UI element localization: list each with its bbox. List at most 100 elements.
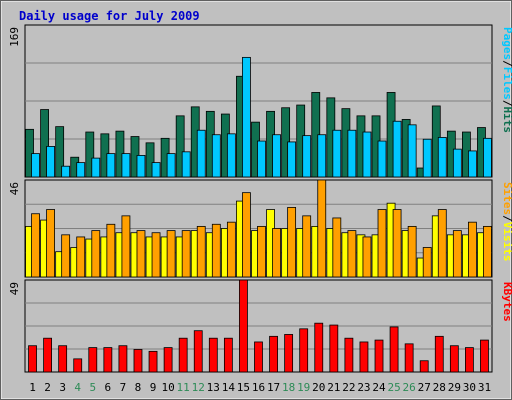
bar-sites-day-8 (136, 230, 146, 278)
bar-kbytes-day-9 (148, 350, 158, 373)
bar-hits-day-5 (85, 131, 95, 178)
bar-sites-day-29 (452, 230, 462, 278)
legend-hits_files: Pages/Files/Hits (501, 27, 512, 133)
bar-kbytes-day-20 (314, 322, 324, 373)
bar-kbytes-day-16 (254, 341, 263, 373)
day-label-10: 10 (161, 381, 174, 394)
day-label-11: 11 (177, 381, 190, 394)
bar-kbytes-day-4 (73, 358, 83, 373)
legend-entry: / (501, 100, 512, 107)
bar-hits-day-11 (175, 115, 185, 178)
day-label-21: 21 (327, 381, 340, 394)
bar-kbytes-day-11 (178, 337, 188, 373)
bar-files-day-21 (332, 129, 342, 178)
day-label-9: 9 (150, 381, 157, 394)
bar-kbytes-day-12 (193, 330, 203, 373)
day-label-24: 24 (372, 381, 386, 394)
bar-sites-day-12 (196, 225, 206, 278)
bar-files-day-3 (61, 165, 71, 178)
day-label-30: 30 (463, 381, 476, 394)
bar-kbytes-day-13 (208, 337, 218, 373)
day-label-31: 31 (478, 381, 491, 394)
bar-sites-day-15 (242, 192, 251, 278)
bar-files-day-4 (76, 162, 86, 178)
bar-kbytes-day-25 (389, 326, 399, 373)
bar-kbytes-day-3 (58, 345, 68, 373)
bar-sites-day-23 (362, 236, 372, 278)
chart-title: Daily usage for July 2009 (19, 9, 200, 23)
bar-files-day-5 (91, 157, 101, 178)
day-label-20: 20 (312, 381, 325, 394)
day-label-23: 23 (357, 381, 370, 394)
bar-files-day-24 (377, 140, 387, 178)
bar-hits-day-2 (40, 109, 49, 178)
y-max-label: 169 (8, 27, 21, 47)
day-label-15: 15 (237, 381, 250, 394)
day-label-28: 28 (433, 381, 446, 394)
day-axis-labels: 1 2 3 4 5 6 7 8 9 10 11 12 13 14 15 16 17 18 19 20 21 22 23 24 2… (29, 381, 491, 394)
day-label-4: 4 (74, 381, 81, 394)
bar-sites-day-22 (347, 230, 357, 278)
bar-files-day-25 (392, 120, 402, 178)
bar-sites-day-26 (407, 225, 417, 278)
legend-entry: / (501, 60, 512, 67)
panel-sites_visits: 46 Sites/Visits (8, 179, 512, 278)
bar-sites-day-4 (76, 236, 86, 278)
day-label-2: 2 (44, 381, 51, 394)
day-label-12: 12 (192, 381, 205, 394)
legend-entry: KBytes (501, 282, 512, 322)
day-label-22: 22 (342, 381, 355, 394)
bar-kbytes-day-7 (118, 345, 128, 373)
bar-sites-day-3 (61, 234, 71, 278)
bar-files-day-7 (121, 153, 131, 178)
bar-kbytes-day-14 (223, 337, 233, 373)
bar-kbytes-day-5 (88, 347, 98, 373)
bar-files-day-6 (106, 153, 116, 178)
bar-kbytes-day-30 (465, 347, 474, 373)
bar-files-day-12 (196, 129, 206, 178)
bar-sites-day-11 (181, 230, 191, 278)
bar-sites-day-21 (332, 217, 342, 278)
bar-kbytes-day-24 (374, 339, 384, 373)
bar-files-day-20 (317, 134, 327, 178)
bar-sites-day-7 (121, 215, 131, 278)
bar-files-day-9 (151, 162, 161, 178)
bar-sites-day-17 (272, 228, 281, 278)
bar-sites-day-19 (302, 215, 312, 278)
day-label-26: 26 (403, 381, 416, 394)
day-label-27: 27 (418, 381, 431, 394)
legend-text: Pages/Files/Hits (501, 27, 512, 133)
bar-sites-day-1 (31, 213, 40, 278)
bar-files-day-14 (226, 133, 236, 178)
bar-kbytes-day-8 (133, 349, 143, 373)
bar-sites-day-25 (392, 209, 402, 278)
bar-kbytes-day-10 (163, 347, 173, 373)
legend-text: KBytes (501, 282, 512, 322)
bar-kbytes-day-17 (269, 335, 278, 373)
day-label-17: 17 (267, 381, 280, 394)
day-label-14: 14 (222, 381, 236, 394)
day-label-7: 7 (120, 381, 127, 394)
legend-kbytes: KBytes (501, 282, 512, 322)
bar-hits-day-3 (55, 126, 65, 178)
bar-kbytes-day-2 (43, 337, 52, 373)
bar-kbytes-day-27 (419, 360, 429, 373)
bar-sites-day-6 (106, 223, 116, 278)
bar-sites-day-13 (211, 223, 221, 278)
bar-files-day-17 (272, 134, 281, 178)
bar-kbytes-day-15 (239, 279, 248, 373)
legend-sites_visits: Sites/Visits (501, 182, 512, 262)
legend-entry: Visits (501, 222, 512, 262)
bar-sites-day-9 (151, 232, 161, 278)
day-label-6: 6 (105, 381, 112, 394)
bar-kbytes-day-26 (404, 343, 414, 373)
bar-sites-day-31 (483, 225, 492, 278)
bar-files-day-15 (242, 56, 251, 178)
bar-kbytes-day-22 (344, 337, 354, 373)
bar-files-day-18 (287, 141, 297, 178)
day-label-25: 25 (387, 381, 400, 394)
bar-kbytes-day-31 (480, 339, 489, 373)
bar-kbytes-day-1 (28, 345, 37, 373)
chart-panels: 169Pages/Files/Hits46Sites/Visits49KByte… (8, 24, 512, 373)
